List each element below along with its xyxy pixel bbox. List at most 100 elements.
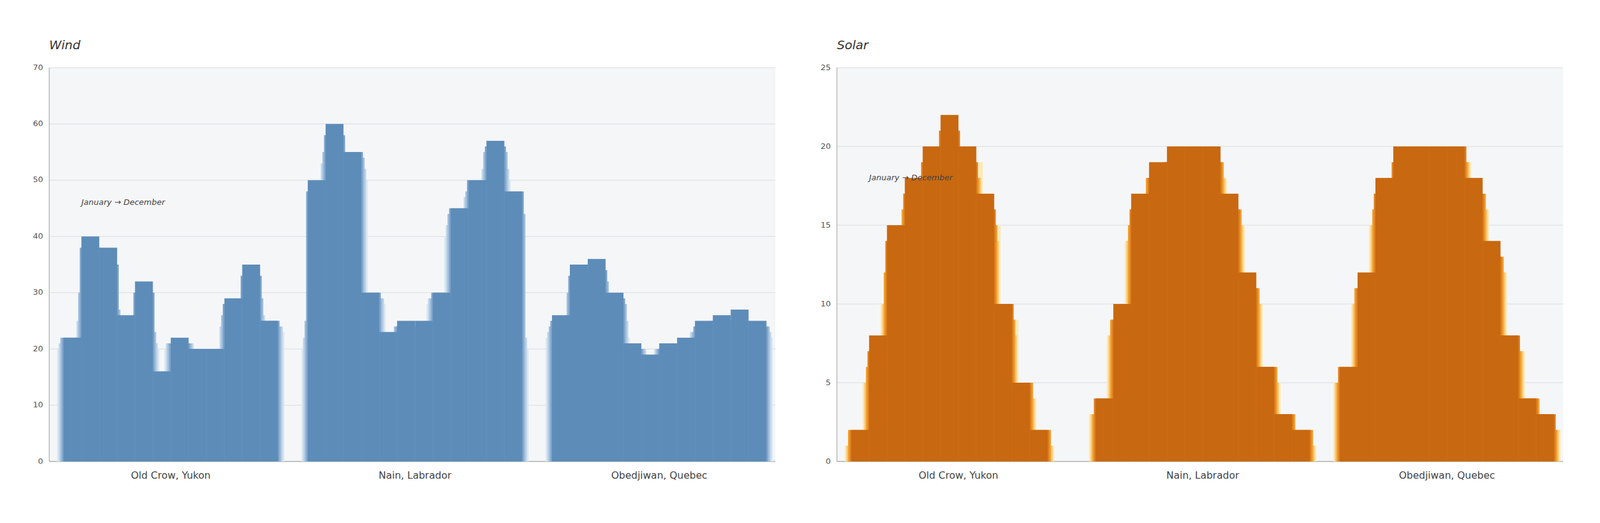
y-tick-label: 0 <box>38 456 44 466</box>
bar <box>1516 398 1538 462</box>
bar <box>1534 414 1556 462</box>
y-axis-line <box>49 67 50 462</box>
y-tick-label: 20 <box>820 141 831 151</box>
bar <box>694 320 713 462</box>
bar <box>1427 146 1449 462</box>
bar <box>414 320 433 462</box>
y-tick-label: 0 <box>825 456 831 466</box>
bar <box>468 180 487 462</box>
bar <box>1202 146 1221 462</box>
title: Wind <box>49 37 81 53</box>
bar <box>467 180 488 462</box>
annotation: January → December <box>867 172 954 183</box>
panel: 010203040506070Old Crow, YukonNain, Labr… <box>32 37 776 482</box>
bar <box>116 315 135 462</box>
grid-line <box>49 236 776 237</box>
bar <box>1288 430 1313 462</box>
bar <box>149 371 174 462</box>
bar <box>1292 430 1311 462</box>
bar <box>1445 146 1467 462</box>
bar <box>343 152 362 462</box>
plot-background <box>49 67 776 462</box>
bar <box>886 225 905 462</box>
bar <box>868 335 887 462</box>
bar <box>1094 398 1116 462</box>
bar <box>1375 177 1394 462</box>
x-tick-label: Nain, Labrador <box>1166 469 1240 482</box>
bar <box>242 264 261 462</box>
bar <box>1030 430 1048 462</box>
bar <box>848 430 872 462</box>
bar <box>62 337 84 462</box>
bar <box>1183 146 1205 462</box>
bar <box>1536 414 1554 462</box>
bar <box>1339 366 1358 462</box>
bar <box>431 292 453 462</box>
bar <box>134 281 153 462</box>
bar <box>659 343 677 462</box>
bar <box>748 320 767 462</box>
bar <box>1518 398 1536 462</box>
bar <box>187 348 208 462</box>
bar <box>204 348 226 462</box>
bar <box>377 332 399 462</box>
y-tick-label: 15 <box>820 220 831 230</box>
bar <box>432 292 451 462</box>
bar <box>449 208 471 462</box>
x-tick-label: Old Crow, Yukon <box>918 469 999 482</box>
bar <box>1220 193 1239 462</box>
bar <box>260 320 279 462</box>
bar <box>1499 335 1520 462</box>
bar <box>1409 146 1431 462</box>
title: Solar <box>836 37 870 53</box>
bar <box>587 259 606 462</box>
bar <box>1270 414 1295 462</box>
y-tick-label: 25 <box>820 62 831 72</box>
x-tick-label: Old Crow, Yukon <box>131 469 211 482</box>
bar <box>396 320 415 462</box>
x-tick-label: Obedjiwan, Quebec <box>1398 469 1495 482</box>
bar <box>1166 146 1185 462</box>
bar <box>1095 398 1114 462</box>
bar <box>342 152 364 462</box>
bar <box>1048 461 1066 463</box>
bar <box>1482 241 1501 462</box>
bar <box>958 146 976 462</box>
bars <box>57 123 773 462</box>
grid-line <box>836 67 1564 69</box>
bar <box>1500 335 1519 462</box>
bar <box>206 348 225 462</box>
bar <box>99 248 117 462</box>
bar <box>170 337 189 462</box>
bar <box>1252 366 1277 462</box>
bar <box>450 208 469 462</box>
y-tick-label: 50 <box>32 174 44 184</box>
bar <box>1046 461 1068 463</box>
bar <box>1274 414 1293 462</box>
bar <box>360 292 381 462</box>
bar <box>379 332 397 462</box>
bar <box>641 354 660 462</box>
bar <box>1515 398 1540 462</box>
bar <box>224 298 243 462</box>
bar <box>1357 272 1376 462</box>
bar <box>1254 366 1276 462</box>
bar <box>712 315 731 462</box>
bar <box>676 337 695 462</box>
bar <box>307 180 326 462</box>
bar <box>1010 382 1032 462</box>
bar <box>1184 146 1203 462</box>
bar <box>185 348 210 462</box>
bar <box>992 304 1014 462</box>
bar <box>81 236 100 462</box>
bar <box>60 337 85 462</box>
bar <box>63 337 82 462</box>
bar <box>1446 146 1465 462</box>
bar <box>188 348 207 462</box>
bar <box>1337 366 1359 462</box>
bar <box>325 123 344 462</box>
bar <box>1290 430 1312 462</box>
bar <box>1131 193 1149 462</box>
bar <box>851 430 869 462</box>
bar <box>1113 304 1132 462</box>
